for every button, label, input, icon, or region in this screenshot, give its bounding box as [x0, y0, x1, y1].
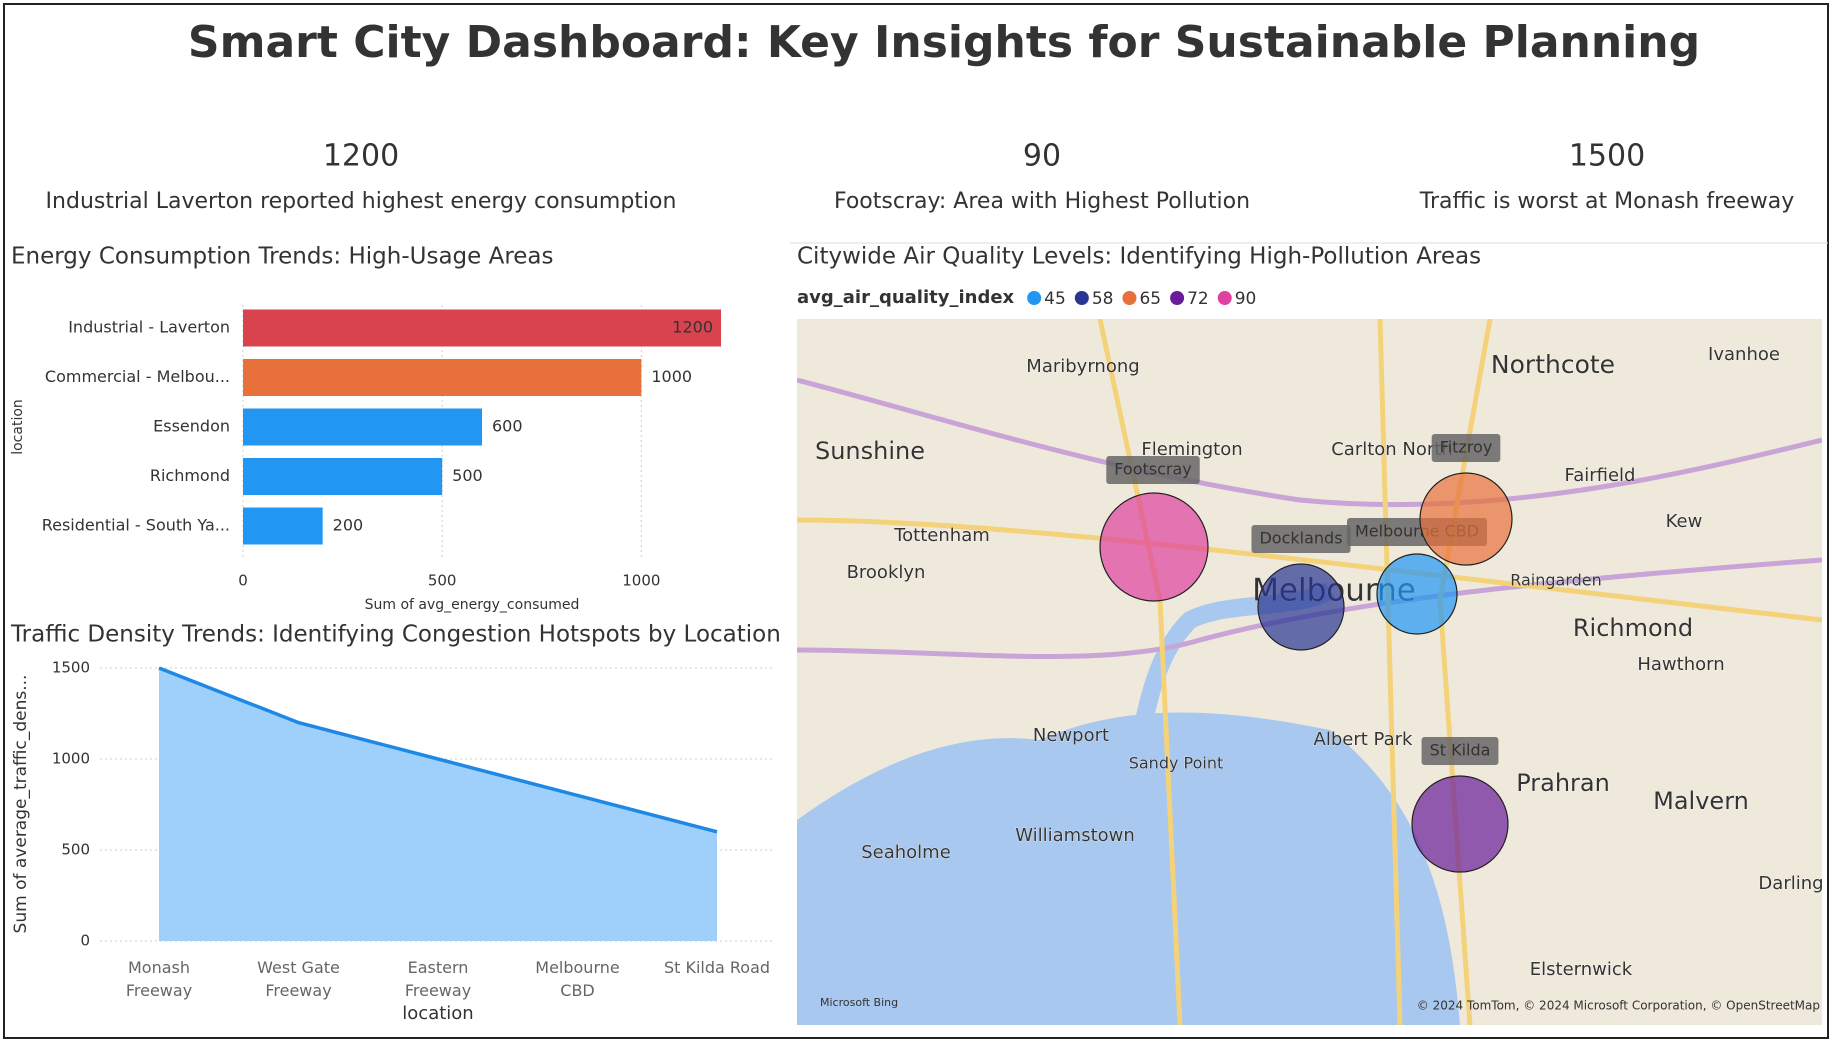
y-tick-label: Essendon: [153, 417, 230, 436]
place-label: Sunshine: [815, 437, 925, 465]
data-label: 500: [452, 466, 483, 485]
chart-title: Energy Consumption Trends: High-Usage Ar…: [11, 244, 554, 270]
x-tick-label: 1000: [622, 572, 660, 590]
kpi-label: Industrial Laverton reported highest ene…: [46, 189, 677, 214]
bar: [243, 408, 482, 446]
bar: [243, 359, 642, 396]
bubble: [1419, 472, 1513, 566]
bubble-label: Fitzroy: [1440, 438, 1493, 457]
attribution: © 2024 TomTom, © 2024 Microsoft Corporat…: [1417, 999, 1820, 1013]
place-label: Ivanhoe: [1708, 344, 1780, 365]
data-label: 600: [492, 417, 523, 436]
kpi-value: 1200: [323, 139, 399, 174]
x-tick-label: 500: [428, 572, 457, 590]
x-axis-label: Sum of avg_energy_consumed: [365, 597, 580, 613]
place-label: Raingarden: [1510, 571, 1602, 590]
y-tick-label: Residential - South Ya...: [42, 516, 230, 535]
map: Maribyrnong Northcote Ivanhoe Sunshine Flemi…: [797, 319, 1823, 1025]
road: [1377, 319, 1403, 1025]
place-label: Williamstown: [1015, 825, 1135, 846]
x-axis-label: location: [402, 1003, 473, 1024]
place-label: Flemington: [1141, 439, 1242, 460]
place-label: Kew: [1666, 511, 1703, 532]
x-tick-label: 0: [238, 572, 248, 590]
legend-swatch: [1027, 291, 1042, 305]
y-tick-label: 1500: [52, 659, 90, 677]
kpi-value: 1500: [1569, 139, 1645, 174]
area: [159, 668, 717, 941]
legend-label: 90: [1235, 289, 1257, 309]
chart-title: Citywide Air Quality Levels: Identifying…: [797, 244, 1481, 270]
bay: [797, 712, 1460, 1025]
place-label: Richmond: [1573, 614, 1693, 642]
place-label: Darling: [1758, 873, 1823, 894]
legend-label: 72: [1187, 289, 1209, 309]
road: [797, 377, 1822, 508]
place-label: Northcote: [1491, 350, 1615, 379]
kpi-label: Footscray: Area with Highest Pollution: [834, 189, 1250, 214]
legend-label: 45: [1044, 289, 1066, 309]
y-tick-label: 1000: [52, 750, 90, 768]
place-label: Sandy Point: [1129, 754, 1224, 773]
data-label: 1200: [672, 318, 713, 337]
place-label: Malvern: [1653, 787, 1749, 815]
data-label: 1000: [651, 367, 692, 386]
bubble-label-bg: [1431, 434, 1501, 462]
bubble-label: St Kilda: [1430, 741, 1491, 760]
place-label: Seaholme: [861, 842, 951, 863]
data-label: 200: [333, 516, 364, 535]
x-tick-label: Monash Freeway: [125, 958, 193, 1000]
line: [158, 666, 718, 834]
y-tick-label: 500: [61, 841, 90, 859]
x-tick-label: Eastern Freeway: [404, 958, 472, 1000]
place-label: Brooklyn: [847, 562, 926, 583]
bubble: [1099, 492, 1209, 602]
place-label: Maribyrnong: [1026, 356, 1139, 377]
legend-swatch: [1217, 291, 1232, 305]
bubble-label-bg: [1421, 737, 1499, 765]
bubble: [1257, 563, 1345, 651]
legend-swatch: [1122, 291, 1137, 305]
road: [797, 557, 1822, 660]
legend-title: avg_air_quality_index: [797, 287, 1015, 308]
place-label: Newport: [1033, 725, 1109, 746]
chart-title: Traffic Density Trends: Identifying Cong…: [10, 622, 781, 648]
bar: [243, 458, 443, 495]
y-tick-label: Richmond: [150, 466, 230, 485]
x-tick-label: St Kilda Road: [663, 958, 771, 977]
bubble-label: Footscray: [1114, 460, 1191, 479]
bubble-label-bg: [1106, 456, 1200, 484]
x-tick-label: Melbourne CBD: [535, 958, 620, 1000]
x-tick-label: West Gate Freeway: [257, 958, 340, 1000]
attribution: Microsoft Bing: [820, 996, 898, 1009]
place-label: Tottenham: [893, 525, 990, 546]
kpi-label: Traffic is worst at Monash freeway: [1419, 189, 1794, 214]
place-label: Albert Park: [1314, 729, 1413, 750]
bubble-label: Docklands: [1259, 529, 1342, 548]
y-tick-label: Industrial - Laverton: [68, 318, 230, 337]
kpi-value: 90: [1023, 139, 1061, 174]
bubble: [1411, 775, 1509, 873]
bubble-label-bg: [1251, 525, 1351, 553]
y-axis-label: Sum of average_traffic_dens...: [11, 675, 31, 934]
bubble: [1376, 553, 1458, 635]
bar: [243, 309, 721, 347]
y-axis-label: location: [10, 399, 26, 455]
place-label: Carlton North: [1331, 439, 1453, 460]
place-label: Hawthorn: [1637, 654, 1724, 675]
place-label: Elsternwick: [1530, 959, 1633, 980]
dashboard-title: Smart City Dashboard: Key Insights for S…: [188, 17, 1700, 68]
legend-swatch: [1074, 291, 1089, 305]
y-tick-label: Commercial - Melbou...: [45, 367, 230, 386]
map-layer: Maribyrnong Northcote Ivanhoe Sunshine Flemi…: [797, 319, 1823, 1025]
legend-label: 65: [1139, 289, 1161, 309]
place-label: Fairfield: [1565, 465, 1636, 486]
legend-label: 58: [1092, 289, 1114, 309]
place-label: Prahran: [1516, 769, 1610, 797]
legend-swatch: [1170, 291, 1185, 305]
y-tick-label: 0: [80, 932, 90, 950]
bar: [243, 507, 323, 545]
